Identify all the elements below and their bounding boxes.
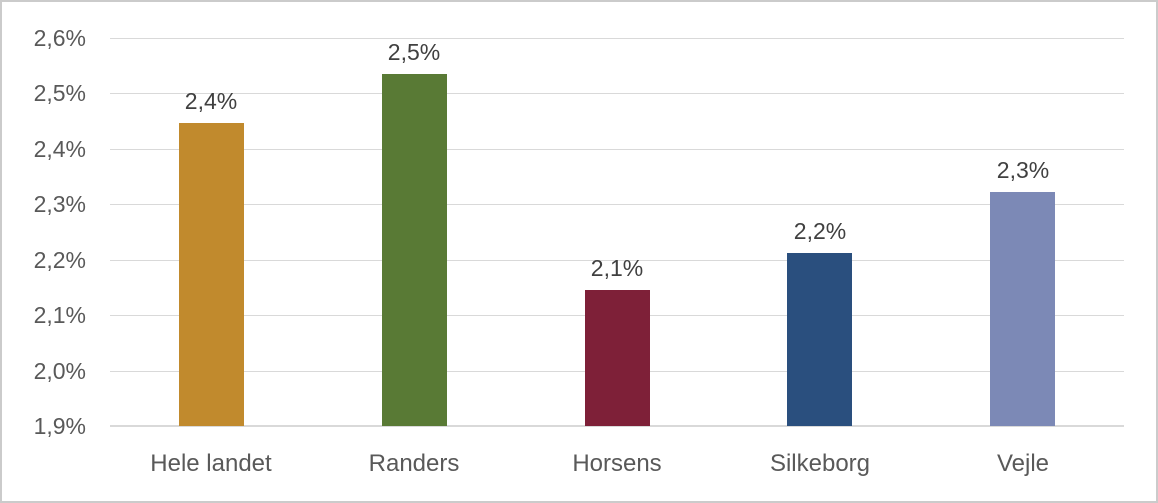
bar-horsens bbox=[585, 290, 650, 426]
bar-vejle bbox=[990, 192, 1055, 426]
gridline bbox=[110, 149, 1124, 150]
bar-hele-landet bbox=[179, 123, 244, 426]
bar-randers bbox=[382, 74, 447, 426]
y-axis-tick-label: 2,3% bbox=[33, 191, 86, 217]
y-axis-tick-label: 2,2% bbox=[33, 247, 86, 273]
bar-data-label: 2,4% bbox=[184, 88, 238, 114]
bar-data-label: 2,5% bbox=[387, 39, 441, 65]
x-axis-category-label: Vejle bbox=[996, 450, 1050, 477]
x-axis-line bbox=[110, 425, 1124, 427]
gridline bbox=[110, 38, 1124, 39]
x-axis-category-label: Silkeborg bbox=[769, 450, 871, 477]
gridline bbox=[110, 93, 1124, 94]
gridline bbox=[110, 260, 1124, 261]
y-axis-tick-label: 2,6% bbox=[33, 25, 86, 51]
bar-data-label: 2,2% bbox=[793, 218, 847, 244]
y-axis-tick-label: 2,5% bbox=[33, 80, 86, 106]
y-axis-tick-label: 2,1% bbox=[33, 302, 86, 328]
y-axis-tick-label: 2,0% bbox=[33, 358, 86, 384]
bar-silkeborg bbox=[787, 253, 852, 426]
x-axis-category-label: Hele landet bbox=[150, 450, 272, 477]
y-axis-tick-label: 2,4% bbox=[33, 136, 86, 162]
y-axis-tick-label: 1,9% bbox=[33, 413, 86, 439]
gridline bbox=[110, 204, 1124, 205]
bar-data-label: 2,1% bbox=[590, 255, 644, 281]
bar-data-label: 2,3% bbox=[996, 157, 1050, 183]
x-axis-category-label: Horsens bbox=[572, 450, 662, 477]
x-axis-category-label: Randers bbox=[368, 450, 460, 477]
